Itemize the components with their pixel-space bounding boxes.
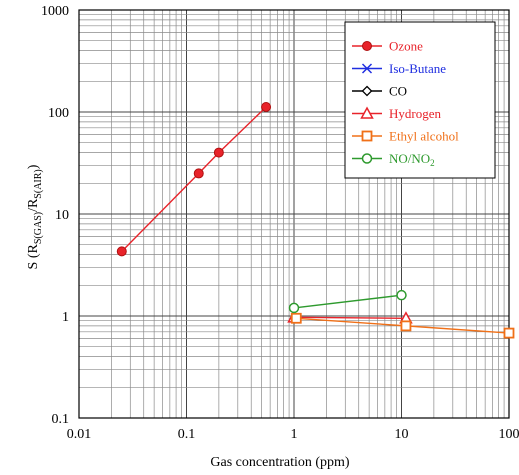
data-point	[288, 302, 300, 314]
legend-label: Ozone	[389, 39, 423, 54]
y-axis-label: S (RS(GAS)/RS(AIR))	[26, 164, 44, 269]
legend-marker	[361, 63, 373, 74]
series-ethyl-alcohol	[290, 312, 515, 339]
x-axis-label: Gas concentration (ppm)	[210, 455, 350, 470]
data-point	[290, 312, 302, 324]
legend-marker	[362, 41, 372, 51]
legend-marker	[360, 106, 374, 119]
y-tick-label: 1	[62, 310, 69, 325]
legend: Ozone Iso-Butane CO Hydrogen Ethyl alcohol NO…	[344, 21, 496, 179]
data-point	[116, 246, 127, 257]
legend-label: NO/NO2	[389, 151, 435, 168]
y-axis-label-prefix: S (R	[26, 243, 41, 269]
data-point	[261, 101, 272, 112]
data-point	[503, 327, 515, 339]
series-hydrogen	[287, 310, 413, 324]
legend-marker	[361, 153, 373, 164]
y-tick-label: 100	[48, 106, 69, 121]
legend-label: Hydrogen	[389, 106, 441, 121]
legend-label-sub: 2	[430, 158, 435, 168]
y-tick-label: 1000	[41, 4, 69, 19]
y-axis-label-suffix: )	[26, 164, 41, 169]
y-axis-label-sub2: S(AIR)	[33, 169, 44, 198]
data-point	[396, 289, 407, 301]
legend-marker	[361, 130, 373, 142]
legend-item: Ethyl alcohol	[352, 129, 459, 144]
legend-item: Hydrogen	[352, 106, 441, 121]
x-marker-stroke	[361, 63, 373, 74]
y-axis-label-mid: /R	[26, 198, 41, 212]
series-layer	[116, 101, 515, 339]
legend-label: Ethyl alcohol	[389, 129, 459, 144]
legend-marker	[361, 85, 373, 97]
x-tick-label: 10	[395, 427, 409, 442]
series-no-no2	[288, 289, 407, 314]
legend-item: CO	[352, 84, 407, 99]
legend-item: Iso-Butane	[352, 61, 446, 76]
grid-lines	[78, 10, 509, 419]
data-point	[213, 147, 224, 158]
x-tick-label: 100	[499, 427, 519, 442]
y-axis-label-sub1: S(GAS)	[33, 212, 44, 244]
data-point	[193, 168, 204, 179]
x-tick-label: 0.1	[178, 427, 196, 442]
x-tick-label: 0.01	[67, 427, 92, 442]
series-line	[121, 106, 267, 252]
x-tick-label: 1	[291, 427, 298, 442]
series-line	[293, 294, 402, 309]
legend-item: Ozone	[352, 39, 423, 54]
plot-frame	[78, 9, 510, 419]
data-point	[400, 320, 412, 332]
y-tick-label: 10	[55, 208, 69, 223]
series-ozone	[116, 101, 272, 257]
y-tick-label: 0.1	[52, 412, 70, 427]
legend-label: Iso-Butane	[389, 61, 446, 76]
series-line	[293, 316, 406, 319]
legend-label: CO	[389, 84, 407, 99]
legend-item: NO/NO2	[352, 151, 435, 168]
